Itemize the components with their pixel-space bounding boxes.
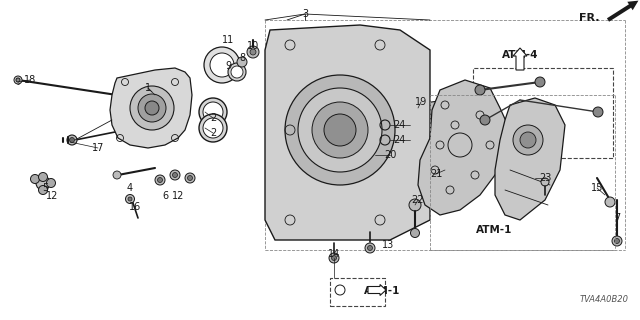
Text: 5: 5: [42, 183, 48, 193]
Text: 2: 2: [210, 113, 216, 123]
Circle shape: [312, 102, 368, 158]
Circle shape: [329, 253, 339, 263]
Circle shape: [362, 94, 398, 130]
Circle shape: [365, 243, 375, 253]
Circle shape: [480, 115, 490, 125]
Circle shape: [237, 57, 247, 67]
Circle shape: [475, 85, 485, 95]
Text: 12: 12: [172, 191, 184, 201]
Circle shape: [31, 174, 40, 183]
Ellipse shape: [199, 114, 227, 142]
Ellipse shape: [210, 53, 234, 77]
Circle shape: [342, 74, 418, 150]
Circle shape: [188, 175, 193, 180]
Circle shape: [130, 86, 174, 130]
Text: ATM-1: ATM-1: [364, 286, 400, 296]
Circle shape: [520, 132, 536, 148]
Circle shape: [324, 114, 356, 146]
Ellipse shape: [199, 98, 227, 126]
Circle shape: [298, 88, 382, 172]
Circle shape: [36, 176, 50, 190]
Text: FR.: FR.: [579, 13, 600, 23]
Text: ATM-4: ATM-4: [502, 50, 538, 60]
Text: TVA4A0B20: TVA4A0B20: [580, 295, 629, 305]
Circle shape: [70, 138, 74, 142]
Text: 17: 17: [92, 143, 104, 153]
Ellipse shape: [203, 118, 223, 138]
Ellipse shape: [228, 63, 246, 81]
Text: 10: 10: [247, 41, 259, 51]
Bar: [330, 278, 385, 306]
Text: 23: 23: [539, 173, 551, 183]
Circle shape: [367, 245, 372, 251]
Text: 11: 11: [222, 35, 234, 45]
Text: 8: 8: [239, 53, 245, 63]
Circle shape: [513, 125, 543, 155]
Text: 22: 22: [412, 195, 424, 205]
Circle shape: [285, 75, 395, 185]
Circle shape: [535, 77, 545, 87]
Text: 1: 1: [145, 83, 151, 93]
Text: 13: 13: [382, 240, 394, 250]
Circle shape: [128, 197, 132, 201]
Circle shape: [352, 84, 408, 140]
Circle shape: [113, 171, 121, 179]
Circle shape: [145, 101, 159, 115]
Ellipse shape: [231, 66, 243, 78]
Text: 16: 16: [129, 202, 141, 212]
Circle shape: [170, 170, 180, 180]
Text: 14: 14: [328, 249, 340, 259]
Circle shape: [173, 172, 177, 178]
Text: 15: 15: [591, 183, 603, 193]
Bar: [473, 68, 613, 158]
Circle shape: [332, 255, 337, 260]
Text: 7: 7: [614, 213, 620, 223]
Text: 24: 24: [393, 120, 405, 130]
Circle shape: [250, 49, 256, 55]
Circle shape: [38, 186, 47, 195]
Circle shape: [67, 135, 77, 145]
FancyArrow shape: [607, 1, 639, 22]
Circle shape: [38, 172, 47, 181]
Circle shape: [409, 199, 421, 211]
Circle shape: [157, 178, 163, 182]
Circle shape: [410, 228, 419, 237]
Circle shape: [14, 76, 22, 84]
Polygon shape: [110, 68, 192, 148]
Circle shape: [138, 94, 166, 122]
Ellipse shape: [204, 47, 240, 83]
FancyArrow shape: [513, 48, 527, 70]
Circle shape: [47, 179, 56, 188]
Polygon shape: [418, 100, 448, 124]
Text: 20: 20: [384, 150, 396, 160]
FancyArrow shape: [368, 284, 386, 295]
Text: 2: 2: [210, 128, 216, 138]
Text: 21: 21: [430, 169, 442, 179]
Circle shape: [410, 104, 426, 120]
Text: 9: 9: [225, 61, 231, 71]
Text: 12: 12: [46, 191, 58, 201]
Text: 3: 3: [302, 9, 308, 19]
Text: ATM-1: ATM-1: [476, 225, 512, 235]
Circle shape: [370, 102, 390, 122]
Ellipse shape: [203, 102, 223, 122]
Polygon shape: [265, 25, 430, 240]
Text: 18: 18: [24, 75, 36, 85]
Text: 4: 4: [127, 183, 133, 193]
Circle shape: [593, 107, 603, 117]
Circle shape: [185, 173, 195, 183]
Circle shape: [541, 178, 549, 186]
Circle shape: [614, 238, 620, 244]
Circle shape: [16, 78, 20, 82]
Text: 24: 24: [393, 135, 405, 145]
Circle shape: [155, 175, 165, 185]
Circle shape: [612, 236, 622, 246]
Polygon shape: [418, 80, 510, 215]
Polygon shape: [495, 98, 565, 220]
Circle shape: [125, 195, 134, 204]
Text: 6: 6: [162, 191, 168, 201]
Text: 19: 19: [415, 97, 427, 107]
Circle shape: [605, 197, 615, 207]
Circle shape: [247, 46, 259, 58]
